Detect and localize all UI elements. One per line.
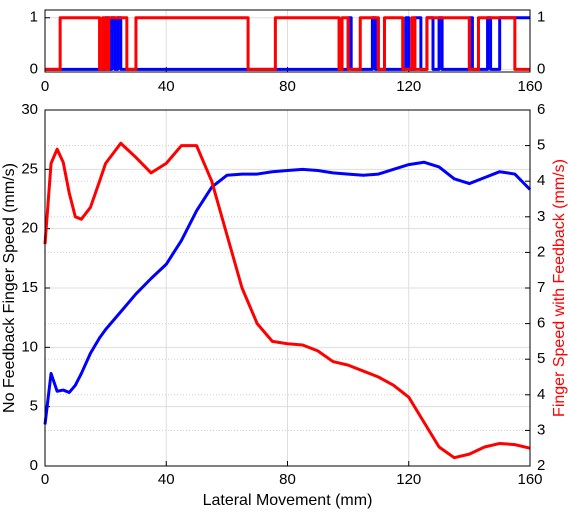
x-tick-label: 0 (41, 471, 49, 488)
y-tick-label: 20 (21, 220, 38, 237)
line-series (45, 16, 530, 71)
y2-tick-label: 1 (537, 9, 545, 26)
y2-tick-label: 2 (537, 243, 545, 260)
y-tick-label: 0 (30, 60, 38, 77)
y2-tick-label: 4 (537, 172, 545, 189)
y2-tick-label: 6 (537, 315, 545, 332)
y2-tick-label: 4 (537, 386, 545, 403)
line-series (43, 160, 532, 425)
x-tick-label: 40 (158, 471, 175, 488)
x-tick-label: 80 (279, 78, 296, 95)
y2-axis-label: Finger Speed with Feedback (mm/s) (551, 159, 568, 417)
x-tick-label: 40 (158, 78, 175, 95)
y2-tick-label: 0 (537, 60, 545, 77)
y-tick-label: 30 (21, 101, 38, 118)
x-tick-label: 160 (517, 78, 542, 95)
x-tick-label: 80 (279, 471, 296, 488)
line-series (45, 16, 530, 71)
y2-tick-label: 5 (537, 350, 545, 367)
y2-tick-label: 2 (537, 457, 545, 474)
y-tick-label: 5 (30, 398, 38, 415)
y-tick-label: 1 (30, 9, 38, 26)
y-tick-label: 10 (21, 338, 38, 355)
y-axis-label: No Feedback Finger Speed (mm/s) (1, 163, 18, 413)
y2-tick-label: 3 (537, 208, 545, 225)
x-tick-label: 160 (517, 471, 542, 488)
y2-tick-label: 6 (537, 101, 545, 118)
x-tick-label: 0 (41, 78, 49, 95)
x-axis-label: Lateral Movement (mm) (203, 492, 373, 509)
line-series (43, 141, 531, 460)
x-tick-label: 120 (396, 471, 421, 488)
y2-tick-label: 7 (537, 279, 545, 296)
y2-tick-label: 3 (537, 421, 545, 438)
y2-tick-label: 5 (537, 137, 545, 154)
y-tick-label: 0 (30, 457, 38, 474)
plot-frame (44, 9, 531, 73)
x-tick-label: 120 (396, 78, 421, 95)
y-tick-label: 15 (21, 279, 38, 296)
plot-frame (44, 109, 531, 467)
y-tick-label: 25 (21, 160, 38, 177)
